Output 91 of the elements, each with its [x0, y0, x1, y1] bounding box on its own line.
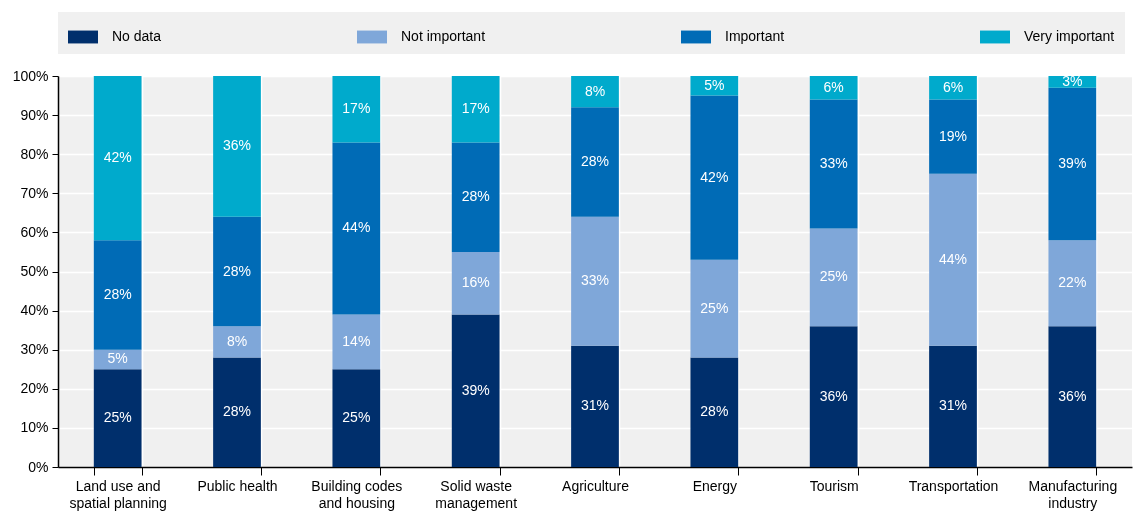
data-label: 8%: [226, 332, 248, 349]
data-label: 36%: [1058, 387, 1087, 404]
bar: [213, 357, 261, 467]
y-tick-label: 30%: [20, 341, 49, 358]
bar: [571, 216, 619, 346]
x-tick-label: Manufacturing industry: [1028, 477, 1118, 511]
bar: [690, 357, 739, 467]
bar: [929, 345, 977, 467]
data-label: 22%: [1058, 274, 1087, 291]
bar: [929, 99, 977, 174]
y-tick-label: 100%: [12, 67, 49, 84]
bar: [1048, 240, 1097, 327]
y-tick-label: 70%: [20, 184, 49, 201]
bar: [93, 369, 142, 467]
y-tick-label: 80%: [20, 145, 49, 162]
x-tick-label: Energy: [692, 477, 738, 494]
data-label: 3%: [1062, 72, 1083, 89]
y-tick-label: 20%: [20, 380, 49, 397]
bar: [1048, 87, 1097, 241]
x-tick-label: Building codes and housing: [311, 477, 403, 511]
bar: [332, 76, 381, 143]
data-label: 17%: [461, 100, 490, 117]
y-tick-label: 40%: [20, 302, 49, 319]
x-tick-label: Transportation: [908, 477, 999, 494]
data-label: 19%: [938, 127, 968, 144]
data-label: 28%: [222, 262, 252, 279]
data-label: 25%: [103, 409, 132, 426]
x-tick-label: Tourism: [809, 477, 859, 494]
x-tick-label: Public health: [197, 477, 278, 494]
data-label: 39%: [1058, 154, 1087, 171]
bar: [809, 228, 858, 327]
bar: [451, 251, 500, 315]
bar: [690, 259, 739, 358]
data-label: 31%: [938, 397, 968, 414]
bar: [332, 369, 381, 467]
y-tick-label: 0%: [28, 458, 49, 475]
x-tick-label: Agriculture: [562, 477, 630, 494]
data-label: 33%: [580, 272, 610, 289]
bar: [571, 345, 619, 467]
data-label: 6%: [823, 78, 844, 95]
data-label: 16%: [461, 274, 490, 291]
bar: [332, 142, 381, 315]
data-label: 42%: [700, 168, 729, 185]
bar: [213, 216, 261, 327]
legend-label: No data: [112, 28, 162, 44]
data-label: 28%: [700, 403, 729, 420]
bar: [213, 76, 261, 217]
data-label: 25%: [700, 299, 729, 316]
bar: [571, 76, 619, 108]
bar: [809, 99, 858, 229]
bar: [571, 107, 619, 217]
data-label: 36%: [819, 387, 848, 404]
y-tick-label: 50%: [20, 263, 49, 279]
data-label: 36%: [222, 137, 252, 154]
data-label: 44%: [938, 250, 968, 267]
bar: [809, 326, 858, 467]
data-label: 33%: [819, 154, 848, 171]
data-label: 5%: [704, 76, 725, 93]
data-label: 8%: [584, 82, 606, 99]
bar: [451, 142, 500, 252]
data-label: 6%: [942, 78, 964, 95]
data-label: 42%: [103, 149, 132, 166]
data-label: 17%: [342, 100, 371, 117]
legend-label: Very important: [1024, 28, 1115, 44]
data-label: 14%: [342, 332, 371, 349]
bar: [332, 314, 381, 370]
data-label: 5%: [107, 350, 128, 367]
y-tick-label: 90%: [20, 106, 49, 123]
data-label: 25%: [819, 268, 848, 285]
bar: [451, 76, 500, 143]
data-label: 44%: [342, 219, 371, 236]
data-label: 28%: [580, 153, 610, 170]
data-label: 39%: [461, 381, 490, 398]
data-label: 28%: [461, 188, 490, 205]
x-tick-label: Solid waste management: [435, 477, 518, 511]
data-label: 28%: [103, 285, 132, 302]
bar: [93, 240, 142, 350]
x-tick-label: Land use and spatial planning: [69, 477, 167, 511]
legend-label: Not important: [401, 28, 486, 44]
bar: [93, 76, 142, 241]
bar: [213, 326, 261, 358]
bar: [451, 314, 500, 467]
legend-label: Important: [725, 28, 785, 44]
bar: [690, 95, 739, 260]
bar: [1048, 326, 1097, 467]
data-label: 31%: [580, 397, 610, 414]
bar: [929, 173, 977, 346]
data-label: 25%: [342, 409, 371, 426]
y-tick-label: 60%: [20, 223, 49, 240]
data-label: 28%: [222, 403, 252, 420]
y-tick-label: 10%: [20, 419, 49, 436]
